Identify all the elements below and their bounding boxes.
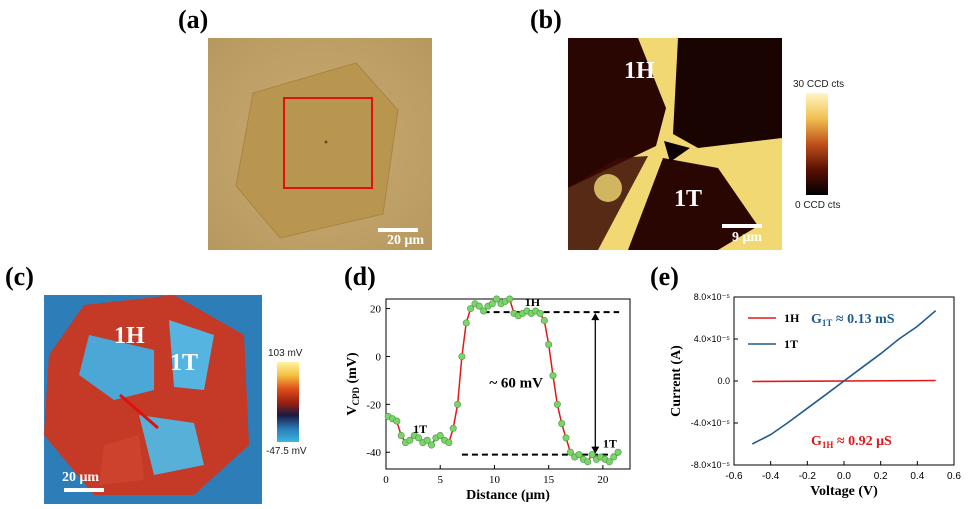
raman-map-panel: 1H 1T 9 μm (568, 38, 782, 250)
cpd-data-point (553, 400, 561, 408)
cpd-data-point (423, 436, 431, 444)
colorbar-raman-max: 30 CCD cts (793, 79, 845, 90)
x-tick-label: 20 (597, 474, 609, 486)
cpd-data-point (558, 420, 566, 428)
cpd-data-point (545, 340, 553, 348)
cpd-data-point (605, 458, 613, 466)
cpd-data-point (454, 400, 462, 408)
legend-label: 1H (784, 311, 800, 325)
x-tick-label: -0.6 (725, 471, 743, 482)
scale-bar-label: 20 μm (62, 470, 100, 485)
optical-image-panel: 20 μm (208, 38, 432, 250)
panel-label-a: (a) (178, 5, 209, 34)
cpd-data-point (536, 309, 544, 317)
cpd-data-point (462, 319, 470, 327)
annotation-label: 1T (603, 436, 617, 450)
colorbar-raman-min: 0 CCD cts (795, 200, 841, 211)
y-tick-label: 20 (370, 304, 382, 316)
flake-shape (235, 62, 399, 239)
scale-bar (64, 488, 104, 492)
kpfm-map (44, 295, 262, 504)
cpd-data-point (614, 448, 622, 456)
scale-bar-label: 20 μm (387, 233, 425, 248)
cpd-data-point (488, 300, 496, 308)
x-tick-label: -0.4 (762, 471, 780, 482)
region-label-1t: 1T (170, 350, 199, 376)
x-axis-label: Distance (μm) (466, 488, 550, 503)
y-tick-label: -8.0×10⁻⁵ (691, 460, 731, 470)
cpd-data-point (475, 302, 483, 310)
x-tick-label: 15 (543, 474, 555, 486)
cpd-data-point (397, 431, 405, 439)
annotation-label: 1H (525, 295, 541, 309)
cpd-data-point (406, 436, 414, 444)
cpd-data-point (415, 434, 423, 442)
y-tick-label: -20 (366, 399, 381, 411)
x-tick-label: 0 (383, 474, 389, 486)
cpd-data-point (445, 439, 453, 447)
scale-bar (378, 228, 418, 232)
x-tick-label: -0.2 (799, 471, 817, 482)
y-tick-label: 0 (376, 351, 382, 363)
y-tick-label: 8.0×10⁻⁵ (694, 292, 731, 302)
legend-label: 1T (784, 337, 798, 351)
y-tick-label: 0.0 (717, 376, 730, 386)
region-label-1t: 1T (674, 186, 703, 212)
cpd-data-point (588, 451, 596, 459)
x-tick-label: 0.2 (874, 471, 888, 482)
cpd-data-point (467, 305, 475, 313)
x-tick-label: 0.4 (910, 471, 924, 482)
cpd-data-point (428, 441, 436, 449)
conductance-annotation-1t: G1T ≈ 0.13 mS (811, 312, 895, 328)
arrow-head-top (591, 313, 600, 321)
arrow-head-bottom (591, 446, 600, 454)
y-tick-label: -40 (366, 447, 381, 459)
annotation-label: 1T (413, 422, 427, 436)
cpd-data-point (458, 352, 466, 360)
conductance-annotation-1h: G1H ≈ 0.92 μS (811, 434, 892, 450)
iv-curve-chart: -0.6 -0.4 -0.2 0.0 0.2 0.4 0.6 -8.0×10⁻⁵ -4.0×10… (669, 292, 961, 499)
colorbar-cpd (277, 362, 299, 442)
annotation-label: ~ 60 mV (489, 376, 543, 392)
cpd-profile-chart: 0 5 10 15 20 -40 -20 0 20 Distance (μm) VCPD (mV) 1… (345, 295, 631, 503)
x-tick-label: 5 (437, 474, 443, 486)
x-axis-label: Voltage (V) (810, 484, 878, 499)
region-label-1h: 1H (114, 323, 145, 349)
cpd-data-point (436, 431, 444, 439)
cpd-data-point (506, 295, 514, 303)
y-axis-label: VCPD (mV) (345, 352, 361, 416)
cpd-data-point (562, 434, 570, 442)
cpd-data-point (549, 372, 557, 380)
cpd-data-point (480, 307, 488, 315)
x-tick-label: 0.0 (837, 471, 851, 482)
y-axis-label: Current (A) (669, 345, 684, 417)
x-tick-label: 0.6 (947, 471, 961, 482)
kpfm-map-panel: 1H 1T 20 μm (44, 295, 262, 504)
y-tick-label: 4.0×10⁻⁵ (694, 334, 731, 344)
x-tick-label: 10 (489, 474, 501, 486)
panel-label-b: (b) (530, 5, 562, 34)
selection-box (283, 97, 373, 189)
cpd-data-point (610, 453, 618, 461)
panel-label-c: (c) (5, 262, 34, 291)
panel-label-e: (e) (650, 262, 679, 291)
region-label-1h: 1H (624, 58, 655, 84)
y-tick-label: -4.0×10⁻⁵ (691, 418, 731, 428)
scale-bar (722, 224, 762, 228)
colorbar-cpd-max: 103 mV (268, 348, 303, 359)
cpd-data-point (566, 448, 574, 456)
cpd-data-point (584, 458, 592, 466)
cpd-data-point (575, 451, 583, 459)
colorbar-raman (806, 93, 828, 195)
raman-map (568, 38, 782, 250)
colorbar-cpd-min: -47.5 mV (266, 446, 307, 457)
series-line-1t (751, 310, 937, 445)
optical-image (208, 38, 432, 250)
cpd-data-point (493, 295, 501, 303)
cpd-data-point (393, 417, 401, 425)
cpd-data-point (449, 424, 457, 432)
panel-label-d: (d) (344, 262, 376, 291)
cpd-data-point (540, 317, 548, 325)
scale-bar-label: 9 μm (732, 230, 763, 245)
